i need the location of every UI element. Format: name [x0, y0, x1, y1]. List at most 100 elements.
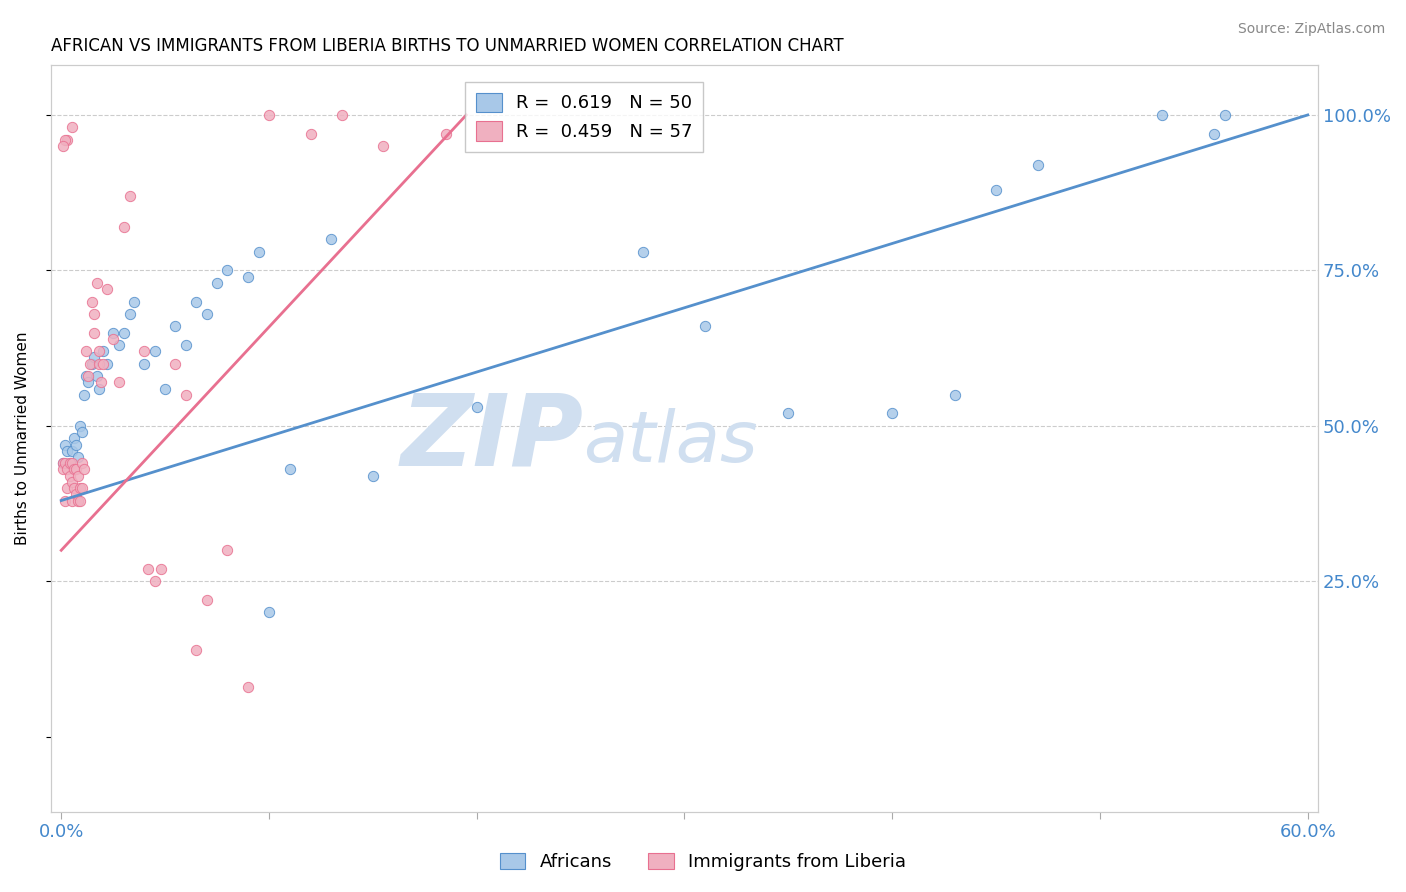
Point [165, 357, 187, 371]
Point [91, 357, 114, 371]
Point [134, 344, 156, 359]
Point [60, 443, 83, 458]
Point [134, 357, 156, 371]
Point [62, 431, 84, 445]
Point [138, 562, 160, 576]
Y-axis label: Births to Unmarried Women: Births to Unmarried Women [15, 332, 30, 545]
Point [83, 326, 105, 340]
Point [53, 493, 76, 508]
Point [108, 338, 131, 352]
Point [52, 462, 75, 476]
Point [83, 351, 105, 365]
Point [60, 456, 83, 470]
Point [465, 401, 488, 415]
Point [778, 407, 800, 421]
Point [70, 456, 93, 470]
Point [86, 369, 108, 384]
Legend: R =  0.619   N = 50, R =  0.459   N = 57: R = 0.619 N = 50, R = 0.459 N = 57 [465, 82, 703, 153]
Point [79, 357, 101, 371]
Text: ZIP: ZIP [401, 390, 583, 487]
Point [62, 462, 84, 476]
Point [53, 456, 76, 470]
Point [52, 456, 75, 470]
Point [66, 450, 89, 464]
Point [299, 127, 322, 141]
Point [69, 493, 91, 508]
Text: atlas: atlas [583, 408, 758, 476]
Point [361, 468, 384, 483]
Point [83, 307, 105, 321]
Point [56, 443, 79, 458]
Point [186, 294, 208, 309]
Point [60, 493, 83, 508]
Point [186, 642, 208, 657]
Point [53, 133, 76, 147]
Point [149, 562, 172, 576]
Point [56, 133, 79, 147]
Point [58, 456, 80, 470]
Point [58, 456, 80, 470]
Point [165, 319, 187, 334]
Legend: Africans, Immigrants from Liberia: Africans, Immigrants from Liberia [494, 846, 912, 879]
Point [53, 437, 76, 451]
Point [52, 456, 75, 470]
Point [217, 543, 239, 558]
Point [1026, 158, 1049, 172]
Point [631, 244, 654, 259]
Point [122, 294, 145, 309]
Point [112, 219, 135, 234]
Point [91, 344, 114, 359]
Point [217, 263, 239, 277]
Point [943, 388, 966, 402]
Point [60, 120, 83, 135]
Point [695, 319, 717, 334]
Point [984, 183, 1007, 197]
Point [69, 418, 91, 433]
Point [238, 680, 260, 694]
Point [82, 294, 104, 309]
Point [882, 407, 904, 421]
Point [278, 462, 301, 476]
Point [108, 376, 131, 390]
Point [52, 139, 75, 153]
Text: Source: ZipAtlas.com: Source: ZipAtlas.com [1237, 22, 1385, 37]
Point [96, 357, 118, 371]
Point [118, 307, 141, 321]
Point [75, 344, 97, 359]
Point [66, 468, 89, 483]
Point [70, 425, 93, 439]
Point [62, 481, 84, 495]
Point [1204, 127, 1226, 141]
Point [87, 382, 110, 396]
Point [69, 481, 91, 495]
Point [101, 326, 124, 340]
Point [96, 282, 118, 296]
Point [1213, 108, 1236, 122]
Point [73, 462, 96, 476]
Point [101, 332, 124, 346]
Point [143, 344, 166, 359]
Point [87, 357, 110, 371]
Point [60, 475, 83, 489]
Point [56, 462, 79, 476]
Point [195, 307, 218, 321]
Point [65, 487, 87, 501]
Point [247, 244, 270, 259]
Point [174, 338, 197, 352]
Point [434, 127, 457, 141]
Point [87, 344, 110, 359]
Point [73, 388, 96, 402]
Point [86, 276, 108, 290]
Point [65, 462, 87, 476]
Point [65, 437, 87, 451]
Point [257, 606, 280, 620]
Point [90, 376, 112, 390]
Point [77, 369, 100, 384]
Point [153, 382, 176, 396]
Point [66, 493, 89, 508]
Point [238, 269, 260, 284]
Point [257, 108, 280, 122]
Point [112, 326, 135, 340]
Point [373, 139, 395, 153]
Point [56, 481, 79, 495]
